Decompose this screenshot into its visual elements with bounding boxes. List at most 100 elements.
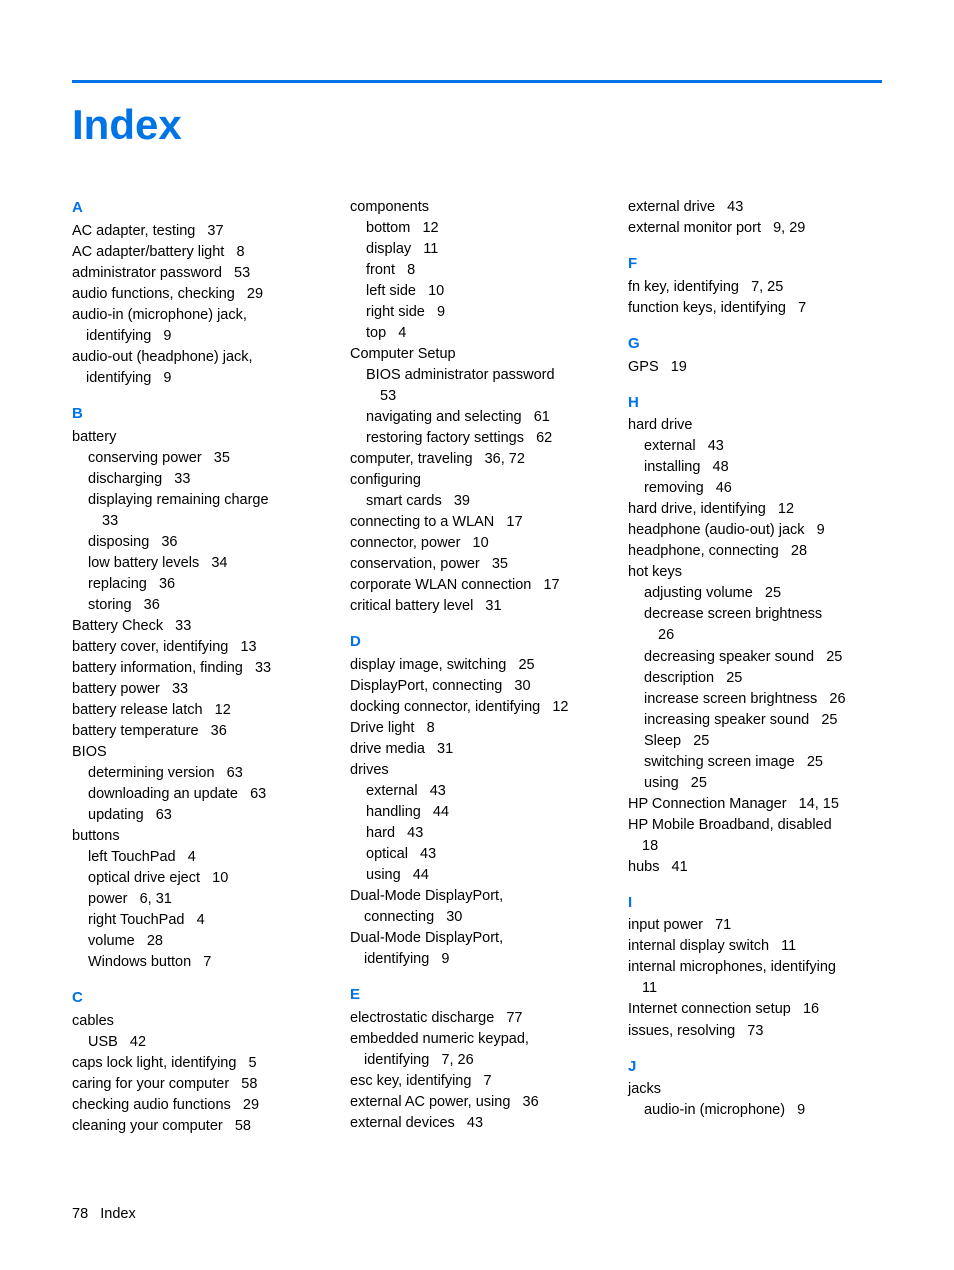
index-section: external drive 43external monitor port 9…	[628, 197, 882, 239]
index-entry: internal microphones, identifying	[628, 957, 882, 978]
entry-page: 9	[441, 951, 449, 967]
index-entry: connector, power 10	[350, 533, 604, 554]
entry-page: 35	[492, 556, 508, 572]
entry-term: battery cover, identifying	[72, 639, 228, 655]
entry-term: Computer Setup	[350, 346, 456, 362]
entry-term: display image, switching	[350, 657, 506, 673]
entry-page: 6, 31	[140, 891, 172, 907]
entry-term: decrease screen brightness	[644, 606, 822, 622]
entry-term: identifying	[364, 951, 429, 967]
entry-term: jacks	[628, 1081, 661, 1097]
entry-page: 26	[829, 691, 845, 707]
entry-page: 25	[726, 670, 742, 686]
entry-page: 73	[747, 1023, 763, 1039]
entry-term: bottom	[366, 220, 410, 236]
footer-page-number: 78	[72, 1206, 88, 1222]
index-section: CcablesUSB 42caps lock light, identifyin…	[72, 987, 326, 1137]
index-entry: headphone (audio-out) jack 9	[628, 520, 882, 541]
index-entry: internal display switch 11	[628, 936, 882, 957]
index-entry: connecting 30	[350, 907, 604, 928]
entry-term: storing	[88, 597, 132, 613]
entry-term: low battery levels	[88, 555, 199, 571]
entry-term: embedded numeric keypad,	[350, 1031, 529, 1047]
index-entry: Drive light 8	[350, 718, 604, 739]
index-entry: conservation, power 35	[350, 554, 604, 575]
entry-term: internal microphones, identifying	[628, 959, 836, 975]
entry-term: identifying	[364, 1052, 429, 1068]
entry-page: 12	[422, 220, 438, 236]
entry-term: using	[644, 775, 679, 791]
index-entry: downloading an update 63	[72, 784, 326, 805]
entry-page: 4	[197, 912, 205, 928]
entry-page: 71	[715, 917, 731, 933]
index-entry: using 44	[350, 865, 604, 886]
entry-term: external AC power, using	[350, 1094, 510, 1110]
index-entry: BIOS	[72, 742, 326, 763]
entry-term: discharging	[88, 471, 162, 487]
entry-page: 25	[826, 649, 842, 665]
index-entry: Sleep 25	[628, 731, 882, 752]
entry-term: disposing	[88, 534, 149, 550]
index-entry: Windows button 7	[72, 952, 326, 973]
section-letter: F	[628, 253, 882, 275]
index-entry: hard drive	[628, 415, 882, 436]
index-entry: hot keys	[628, 562, 882, 583]
entry-page: 34	[211, 555, 227, 571]
index-entry: caps lock light, identifying 5	[72, 1053, 326, 1074]
entry-term: esc key, identifying	[350, 1073, 471, 1089]
index-entry: using 25	[628, 773, 882, 794]
entry-page: 9	[437, 304, 445, 320]
index-section: Ffn key, identifying 7, 25function keys,…	[628, 253, 882, 319]
entry-term: downloading an update	[88, 786, 238, 802]
entry-term: function keys, identifying	[628, 300, 786, 316]
index-entry: decreasing speaker sound 25	[628, 647, 882, 668]
index-entry: esc key, identifying 7	[350, 1071, 604, 1092]
index-entry: description 25	[628, 668, 882, 689]
index-entry: identifying 9	[72, 326, 326, 347]
entry-term: AC adapter, testing	[72, 223, 195, 239]
entry-term: using	[366, 867, 401, 883]
entry-page: 25	[518, 657, 534, 673]
entry-term: description	[644, 670, 714, 686]
index-entry: HP Connection Manager 14, 15	[628, 794, 882, 815]
index-section: Jjacksaudio-in (microphone) 9	[628, 1056, 882, 1122]
entry-term: increasing speaker sound	[644, 712, 809, 728]
entry-page: 30	[446, 909, 462, 925]
index-entry: identifying 9	[350, 949, 604, 970]
index-entry: drive media 31	[350, 739, 604, 760]
index-entry: DisplayPort, connecting 30	[350, 676, 604, 697]
section-letter: I	[628, 892, 882, 914]
index-entry: storing 36	[72, 595, 326, 616]
index-entry: updating 63	[72, 805, 326, 826]
entry-term: restoring factory settings	[366, 430, 524, 446]
index-entry: battery cover, identifying 13	[72, 637, 326, 658]
index-entry: external drive 43	[628, 197, 882, 218]
entry-term: identifying	[86, 328, 151, 344]
entry-term: replacing	[88, 576, 147, 592]
entry-term: battery information, finding	[72, 660, 243, 676]
index-entry: Internet connection setup 16	[628, 999, 882, 1020]
index-section: Eelectrostatic discharge 77embedded nume…	[350, 984, 604, 1134]
entry-page: 31	[485, 598, 501, 614]
index-entry: right TouchPad 4	[72, 910, 326, 931]
index-entry: navigating and selecting 61	[350, 407, 604, 428]
entry-term: right side	[366, 304, 425, 320]
index-entry: optical 43	[350, 844, 604, 865]
entry-term: external monitor port	[628, 220, 761, 236]
entry-page: 43	[407, 825, 423, 841]
entry-page: 62	[536, 430, 552, 446]
index-entry: audio functions, checking 29	[72, 284, 326, 305]
entry-page: 10	[212, 870, 228, 886]
entry-term: hard	[366, 825, 395, 841]
entry-term: Dual-Mode DisplayPort,	[350, 888, 503, 904]
entry-page: 5	[249, 1055, 257, 1071]
index-entry: Dual-Mode DisplayPort,	[350, 886, 604, 907]
entry-term: top	[366, 325, 386, 341]
document-page: Index AAC adapter, testing 37AC adapter/…	[0, 0, 954, 1270]
index-entry: drives	[350, 760, 604, 781]
entry-term: AC adapter/battery light	[72, 244, 224, 260]
entry-term: 18	[642, 838, 658, 854]
entry-term: determining version	[88, 765, 215, 781]
index-entry: adjusting volume 25	[628, 583, 882, 604]
footer-label: Index	[100, 1206, 135, 1222]
